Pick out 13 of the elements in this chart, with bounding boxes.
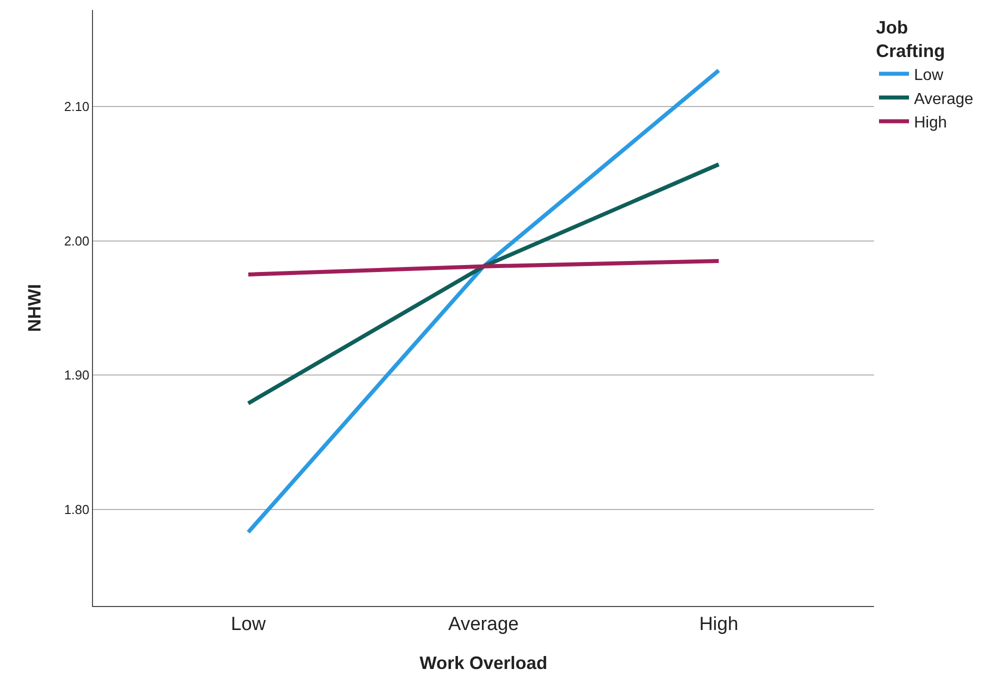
y-tick-label: 1.80: [64, 502, 90, 517]
legend-label: Low: [914, 66, 944, 84]
y-tick-label: 2.00: [64, 233, 90, 248]
legend-label: Average: [914, 90, 974, 108]
y-axis-title: NHWI: [24, 284, 44, 332]
x-tick-label: Low: [230, 614, 266, 635]
y-tick-label: 1.90: [64, 368, 90, 383]
legend-label: High: [914, 114, 947, 132]
x-tick-label: High: [699, 614, 738, 635]
legend-title: Job Crafting: [876, 17, 945, 61]
x-tick-label: Average: [448, 614, 519, 635]
x-axis-title: Work Overload: [420, 652, 548, 673]
y-tick-label: 2.10: [64, 99, 90, 114]
